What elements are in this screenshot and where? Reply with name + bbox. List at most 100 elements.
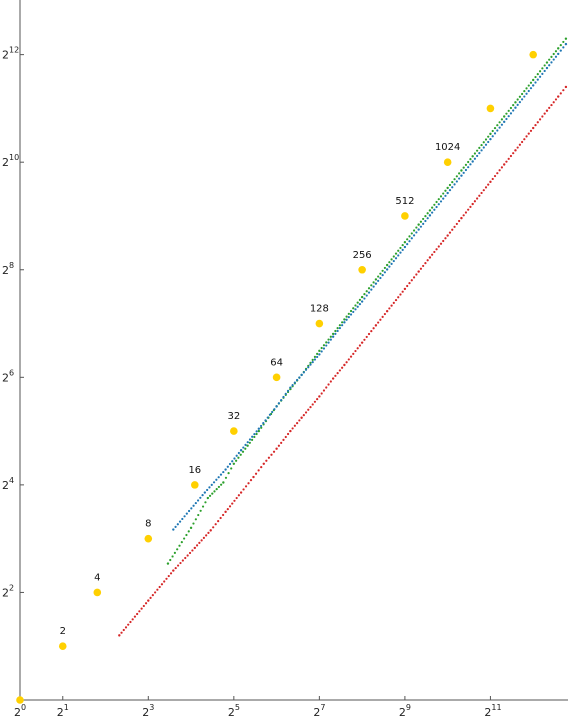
data-point <box>365 294 368 297</box>
data-point <box>266 416 269 419</box>
data-point <box>280 441 283 444</box>
data-point <box>309 406 312 409</box>
data-point <box>505 117 508 121</box>
point-label: 512 <box>395 196 414 207</box>
data-point <box>316 352 319 355</box>
data-point <box>349 355 353 358</box>
data-point <box>300 373 303 377</box>
data-point <box>334 329 337 333</box>
data-point <box>442 197 445 200</box>
data-point <box>462 171 465 174</box>
data-point <box>541 72 544 75</box>
data-point <box>120 631 123 634</box>
data-point <box>320 350 323 353</box>
data-point <box>215 478 218 481</box>
data-point <box>181 559 184 562</box>
data-point <box>199 509 202 512</box>
data-point <box>397 254 400 257</box>
data-point <box>235 496 238 500</box>
data-point <box>367 287 371 290</box>
data-point <box>210 483 213 486</box>
data-point <box>500 166 504 169</box>
data-point <box>156 588 159 591</box>
data-point <box>187 530 190 533</box>
data-point <box>282 395 285 399</box>
data-point <box>442 192 445 195</box>
data-point <box>149 596 152 599</box>
data-point <box>484 186 488 189</box>
data-point <box>360 300 364 303</box>
data-point <box>444 237 447 240</box>
data-point <box>562 89 565 92</box>
data-point <box>562 40 565 44</box>
data-point <box>352 307 355 310</box>
data-point <box>201 505 205 508</box>
data-point <box>192 504 195 507</box>
data-point <box>412 229 416 232</box>
data-point <box>367 332 371 336</box>
point-label: 4 <box>94 572 100 583</box>
data-point <box>293 381 296 384</box>
data-point <box>379 318 382 321</box>
data-point <box>192 522 195 525</box>
data-point <box>347 312 350 315</box>
data-point <box>196 499 200 502</box>
data-point <box>354 349 357 353</box>
data-point <box>527 84 530 87</box>
data-point <box>241 450 245 453</box>
data-point <box>514 101 517 104</box>
data-point <box>260 426 263 429</box>
data-point <box>462 166 465 169</box>
data-point <box>473 200 477 203</box>
data-point <box>552 101 555 104</box>
data-point <box>392 301 395 304</box>
x-tick-label: 20 <box>14 703 26 719</box>
data-point <box>194 518 197 521</box>
data-point <box>367 291 371 294</box>
data-point <box>313 355 317 358</box>
data-point <box>451 228 454 231</box>
data-point <box>493 126 497 130</box>
data-point <box>451 186 454 189</box>
data-point <box>289 429 292 433</box>
data-point <box>507 157 510 160</box>
data-point <box>473 152 477 155</box>
data-point <box>356 305 359 308</box>
data-point <box>406 238 409 241</box>
data-point <box>415 226 418 229</box>
data-point <box>541 115 544 118</box>
data-point <box>377 279 380 282</box>
data-point <box>431 253 434 256</box>
data-point <box>401 248 404 251</box>
data-point <box>311 358 314 361</box>
data-point <box>394 298 398 302</box>
data-point <box>527 89 530 93</box>
data-point <box>448 189 452 192</box>
data-point <box>316 355 319 359</box>
data-point <box>559 92 562 95</box>
data-point <box>230 467 233 470</box>
data-point <box>173 551 176 554</box>
highlight-point <box>315 319 324 328</box>
data-point <box>523 138 526 141</box>
data-point <box>559 49 562 52</box>
data-point <box>358 344 362 347</box>
data-point <box>377 275 380 278</box>
data-point <box>433 203 436 206</box>
data-point <box>154 591 157 594</box>
data-point <box>458 219 461 223</box>
data-point <box>341 366 344 369</box>
data-point <box>523 90 526 93</box>
data-point <box>280 399 283 402</box>
data-point <box>496 172 499 175</box>
data-point <box>410 232 413 235</box>
data-point <box>478 194 481 197</box>
data-point <box>187 509 191 513</box>
data-point <box>534 124 537 127</box>
data-point <box>185 512 188 515</box>
point-label: 128 <box>310 304 329 315</box>
data-point <box>365 290 368 293</box>
data-point <box>514 106 517 109</box>
data-point <box>179 561 182 565</box>
data-point <box>343 318 346 321</box>
